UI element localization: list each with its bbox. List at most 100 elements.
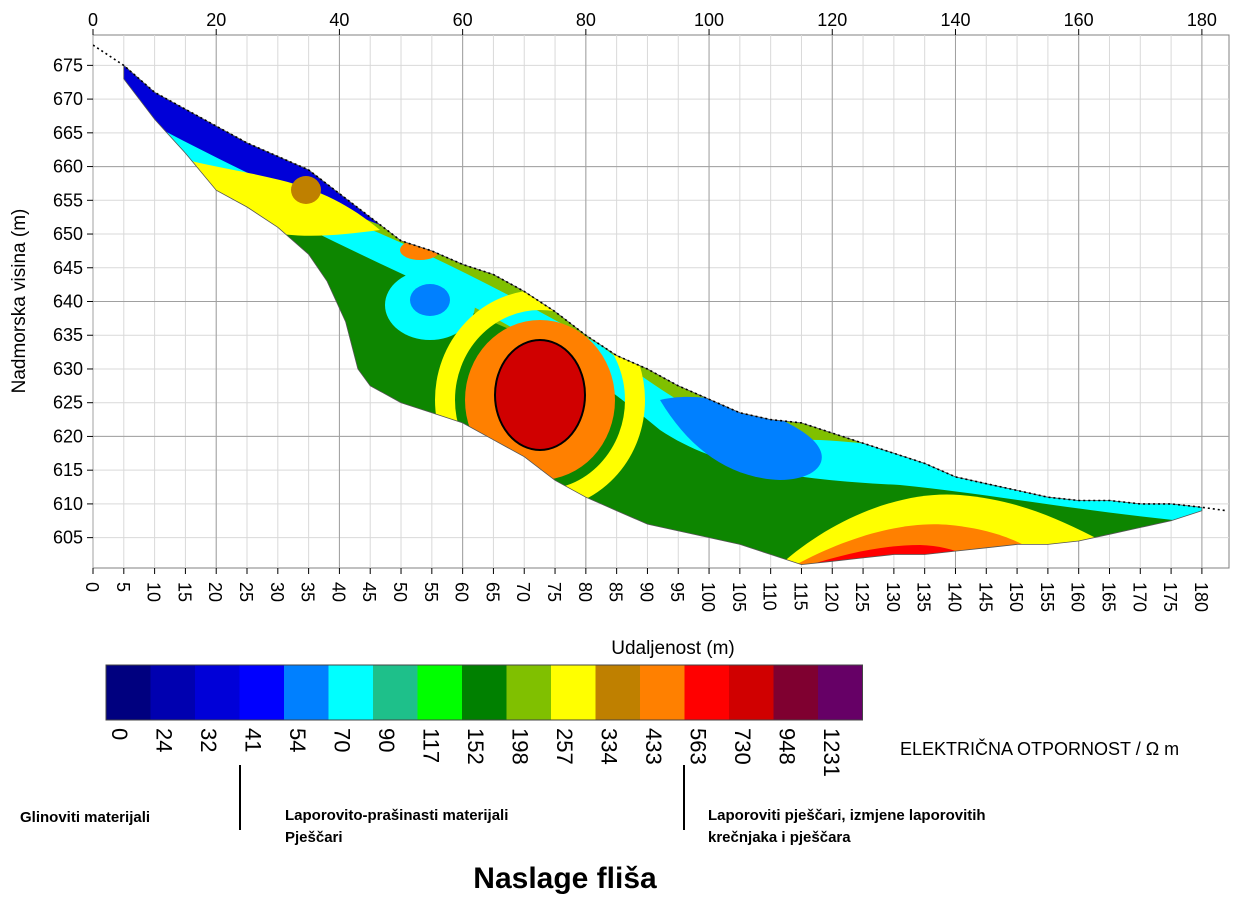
x-top-tick-label: 100 [694,10,724,30]
x-bottom-tick-label: 70 [513,582,533,602]
x-axis-bottom-ticks: 0 5 10 15 20 25 30 35 40 45 50 55 60 65 70 75 80 85 90 95 10… [82,568,1211,612]
x-bottom-tick-label: 145 [975,582,995,612]
colorbar-swatch [373,665,418,720]
y-tick-label: 605 [53,528,83,548]
x-bottom-tick-label: 80 [575,582,595,602]
zone-label-sandstone: Pješčari [285,829,343,846]
x-bottom-tick-label: 10 [144,582,164,602]
x-bottom-tick-label: 135 [914,582,934,612]
x-bottom-tick-label: 25 [236,582,256,602]
x-bottom-tick-label: 30 [267,582,287,602]
x-bottom-tick-label: 180 [1191,582,1211,612]
x-bottom-tick-label: 75 [544,582,564,602]
colorbar-label: 24 [152,728,177,752]
colorbar-label: 433 [641,728,666,765]
colorbar-swatch [595,665,640,720]
colorbar-swatch [462,665,507,720]
colorbar-label: 54 [285,728,310,752]
colorbar-swatch [106,665,151,720]
x-top-tick-label: 20 [206,10,226,30]
zone-label-marl-silt: Laporovito-prašinasti materijali [285,807,508,824]
y-tick-label: 645 [53,258,83,278]
x-bottom-tick-label: 115 [791,582,811,611]
x-bottom-tick-label: 160 [1068,582,1088,612]
colorbar-tick-labels: 0 24 32 41 54 70 90 117 152 198 257 334 433 563 730 948… [107,728,844,777]
x-bottom-tick-label: 140 [945,582,965,612]
colorbar-title-text: ELEKTRIČNA OTPORNOST / [900,738,1146,759]
x-bottom-tick-label: 15 [174,582,194,602]
colorbar-label: 198 [508,728,533,765]
x-bottom-tick-label: 55 [421,582,441,602]
medium-blue-patch [660,396,822,480]
colorbar-label: 152 [463,728,488,765]
y-tick-label: 650 [53,224,83,244]
x-bottom-tick-label: 175 [1160,582,1180,612]
x-bottom-tick-label: 165 [1099,582,1119,612]
x-top-tick-label: 40 [329,10,349,30]
x-top-tick-label: 120 [817,10,847,30]
colorbar-label: 563 [686,728,711,765]
x-bottom-tick-label: 90 [636,582,656,602]
colorbar-label: 334 [597,728,622,765]
x-bottom-tick-label: 150 [1006,582,1026,612]
colorbar-swatch [818,665,863,720]
colorbar-label: 948 [775,728,800,765]
x-bottom-tick-label: 170 [1129,582,1149,612]
model-outline [123,64,1203,566]
colorbar-swatch [551,665,596,720]
y-axis-ticks: 675 670 665 660 655 650 645 640 635 630 625 620 615 6… [53,55,93,548]
x-axis-title: Udaljenost (m) [611,638,735,659]
colorbar-swatch [684,665,729,720]
colorbar-label: 70 [330,728,355,752]
y-tick-label: 620 [53,426,83,446]
colorbar-swatch [328,665,373,720]
colorbar-label: 32 [196,728,221,752]
shallow-brown-patch [291,176,321,204]
x-bottom-tick-label: 60 [452,582,472,602]
x-bottom-tick-label: 100 [698,582,718,612]
y-tick-label: 630 [53,359,83,379]
colorbar-swatch [195,665,240,720]
y-tick-label: 675 [53,55,83,75]
colorbar-label: 90 [374,728,399,752]
left-blue-core [410,284,450,316]
x-bottom-tick-label: 130 [883,582,903,612]
x-bottom-tick-label: 0 [82,582,102,592]
colorbar-swatch [640,665,685,720]
colorbar-label: 257 [552,728,577,765]
x-top-tick-label: 0 [88,10,98,30]
y-tick-label: 670 [53,89,83,109]
zone-label-marl-sandstone-1: Laporoviti pješčari, izmjene laporovitih [708,807,986,824]
x-top-tick-label: 140 [940,10,970,30]
light-blue-band [140,118,1202,525]
resistivity-colorbar [105,664,863,721]
x-bottom-tick-label: 95 [667,582,687,602]
y-tick-label: 610 [53,494,83,514]
x-top-tick-label: 180 [1187,10,1217,30]
x-top-tick-label: 160 [1064,10,1094,30]
y-tick-label: 615 [53,460,83,480]
x-bottom-tick-label: 45 [359,582,379,602]
colorbar-label: 41 [241,728,266,752]
colorbar-label: 0 [107,728,132,740]
colorbar-unit: Ω m [1146,739,1179,759]
colorbar-frame [105,664,863,721]
x-bottom-tick-label: 65 [482,582,502,602]
x-bottom-tick-label: 20 [205,582,225,602]
x-bottom-tick-label: 5 [113,582,133,592]
colorbar-swatch [239,665,284,720]
high-resistivity-core [494,339,586,451]
x-top-tick-label: 80 [576,10,596,30]
colorbar-label: 117 [419,728,444,763]
figure-caption: Naslage fliša [473,862,657,895]
colorbar-swatch [284,665,329,720]
zone-label-clay: Glinoviti materijali [20,809,150,826]
colorbar-swatch [729,665,774,720]
x-bottom-tick-label: 120 [821,582,841,612]
colorbar-title: ELEKTRIČNA OTPORNOST / Ω m [900,738,1179,759]
x-bottom-tick-label: 85 [606,582,626,602]
x-bottom-tick-label: 35 [298,582,318,602]
colorbar-swatch [150,665,195,720]
colorbar-label: 730 [730,728,755,765]
